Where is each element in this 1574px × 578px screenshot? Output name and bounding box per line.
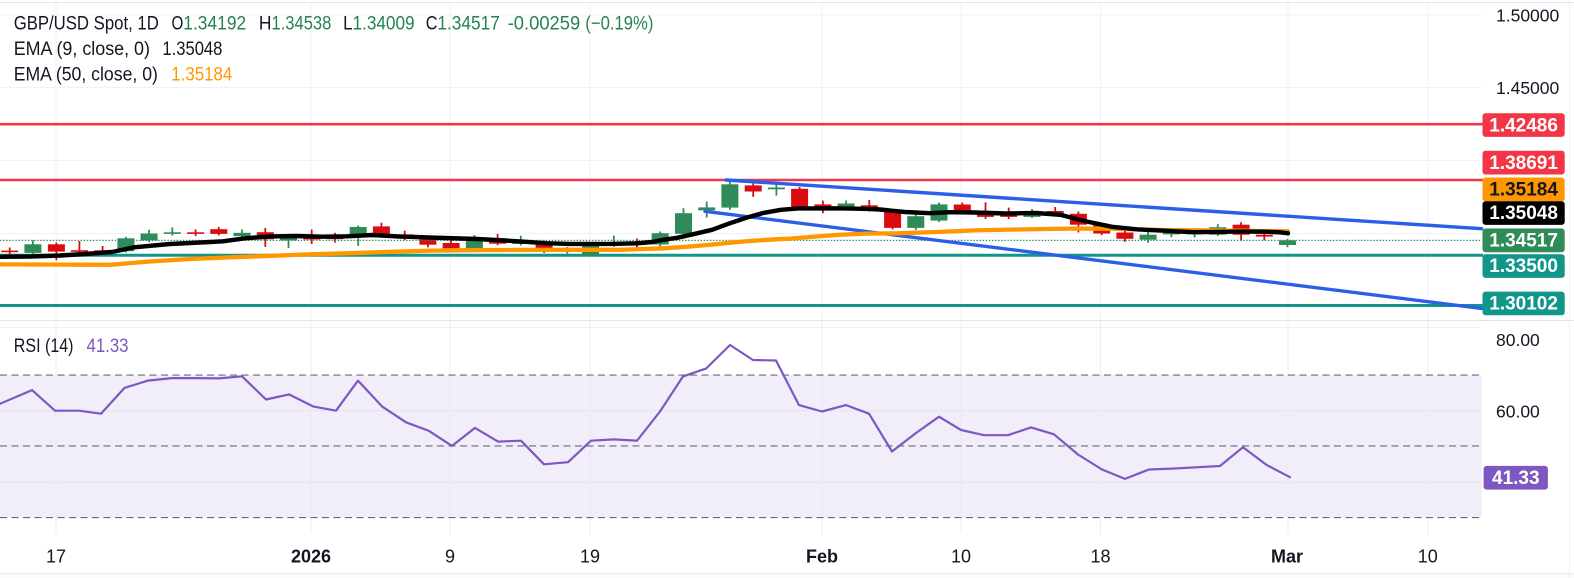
- svg-text:60.00: 60.00: [1496, 402, 1540, 422]
- svg-text:1.35184: 1.35184: [171, 65, 232, 86]
- svg-text:1.38691: 1.38691: [1489, 153, 1558, 174]
- svg-text:1.35048: 1.35048: [1489, 203, 1558, 224]
- svg-text:1.34009: 1.34009: [353, 14, 415, 35]
- svg-text:1.34517: 1.34517: [437, 14, 500, 35]
- svg-text:1.33500: 1.33500: [1489, 256, 1558, 277]
- svg-text:41.33: 41.33: [1492, 468, 1540, 489]
- svg-text:GBP/USD Spot, 1D: GBP/USD Spot, 1D: [14, 14, 159, 35]
- svg-text:41.33: 41.33: [87, 336, 129, 357]
- svg-text:17: 17: [46, 547, 66, 567]
- svg-text:-0.00259: -0.00259: [508, 14, 581, 35]
- svg-text:Feb: Feb: [806, 547, 838, 567]
- svg-text:9: 9: [445, 547, 455, 567]
- svg-text:10: 10: [951, 547, 971, 567]
- svg-text:1.50000: 1.50000: [1496, 6, 1560, 26]
- svg-text:1.35048: 1.35048: [162, 39, 222, 60]
- svg-text:1.34538: 1.34538: [272, 14, 332, 35]
- svg-text:1.30102: 1.30102: [1489, 294, 1558, 315]
- svg-text:19: 19: [580, 547, 600, 567]
- svg-text:1.34517: 1.34517: [1489, 231, 1558, 252]
- svg-text:L: L: [343, 14, 352, 35]
- svg-text:RSI (14): RSI (14): [14, 336, 74, 357]
- svg-text:1.34192: 1.34192: [183, 14, 246, 35]
- svg-text:EMA (9, close, 0): EMA (9, close, 0): [14, 39, 150, 60]
- svg-text:EMA (50, close, 0): EMA (50, close, 0): [14, 65, 158, 86]
- svg-text:H: H: [259, 14, 272, 35]
- svg-text:(−0.19%): (−0.19%): [585, 14, 653, 35]
- svg-text:1.45000: 1.45000: [1496, 78, 1560, 98]
- svg-text:80.00: 80.00: [1496, 330, 1540, 350]
- svg-text:18: 18: [1090, 547, 1110, 567]
- svg-text:Mar: Mar: [1271, 547, 1303, 567]
- svg-text:10: 10: [1418, 547, 1438, 567]
- svg-text:1.35184: 1.35184: [1489, 180, 1558, 201]
- svg-text:2026: 2026: [291, 547, 331, 567]
- svg-text:C: C: [426, 14, 438, 35]
- svg-text:O: O: [172, 14, 184, 35]
- svg-text:1.42486: 1.42486: [1489, 115, 1558, 136]
